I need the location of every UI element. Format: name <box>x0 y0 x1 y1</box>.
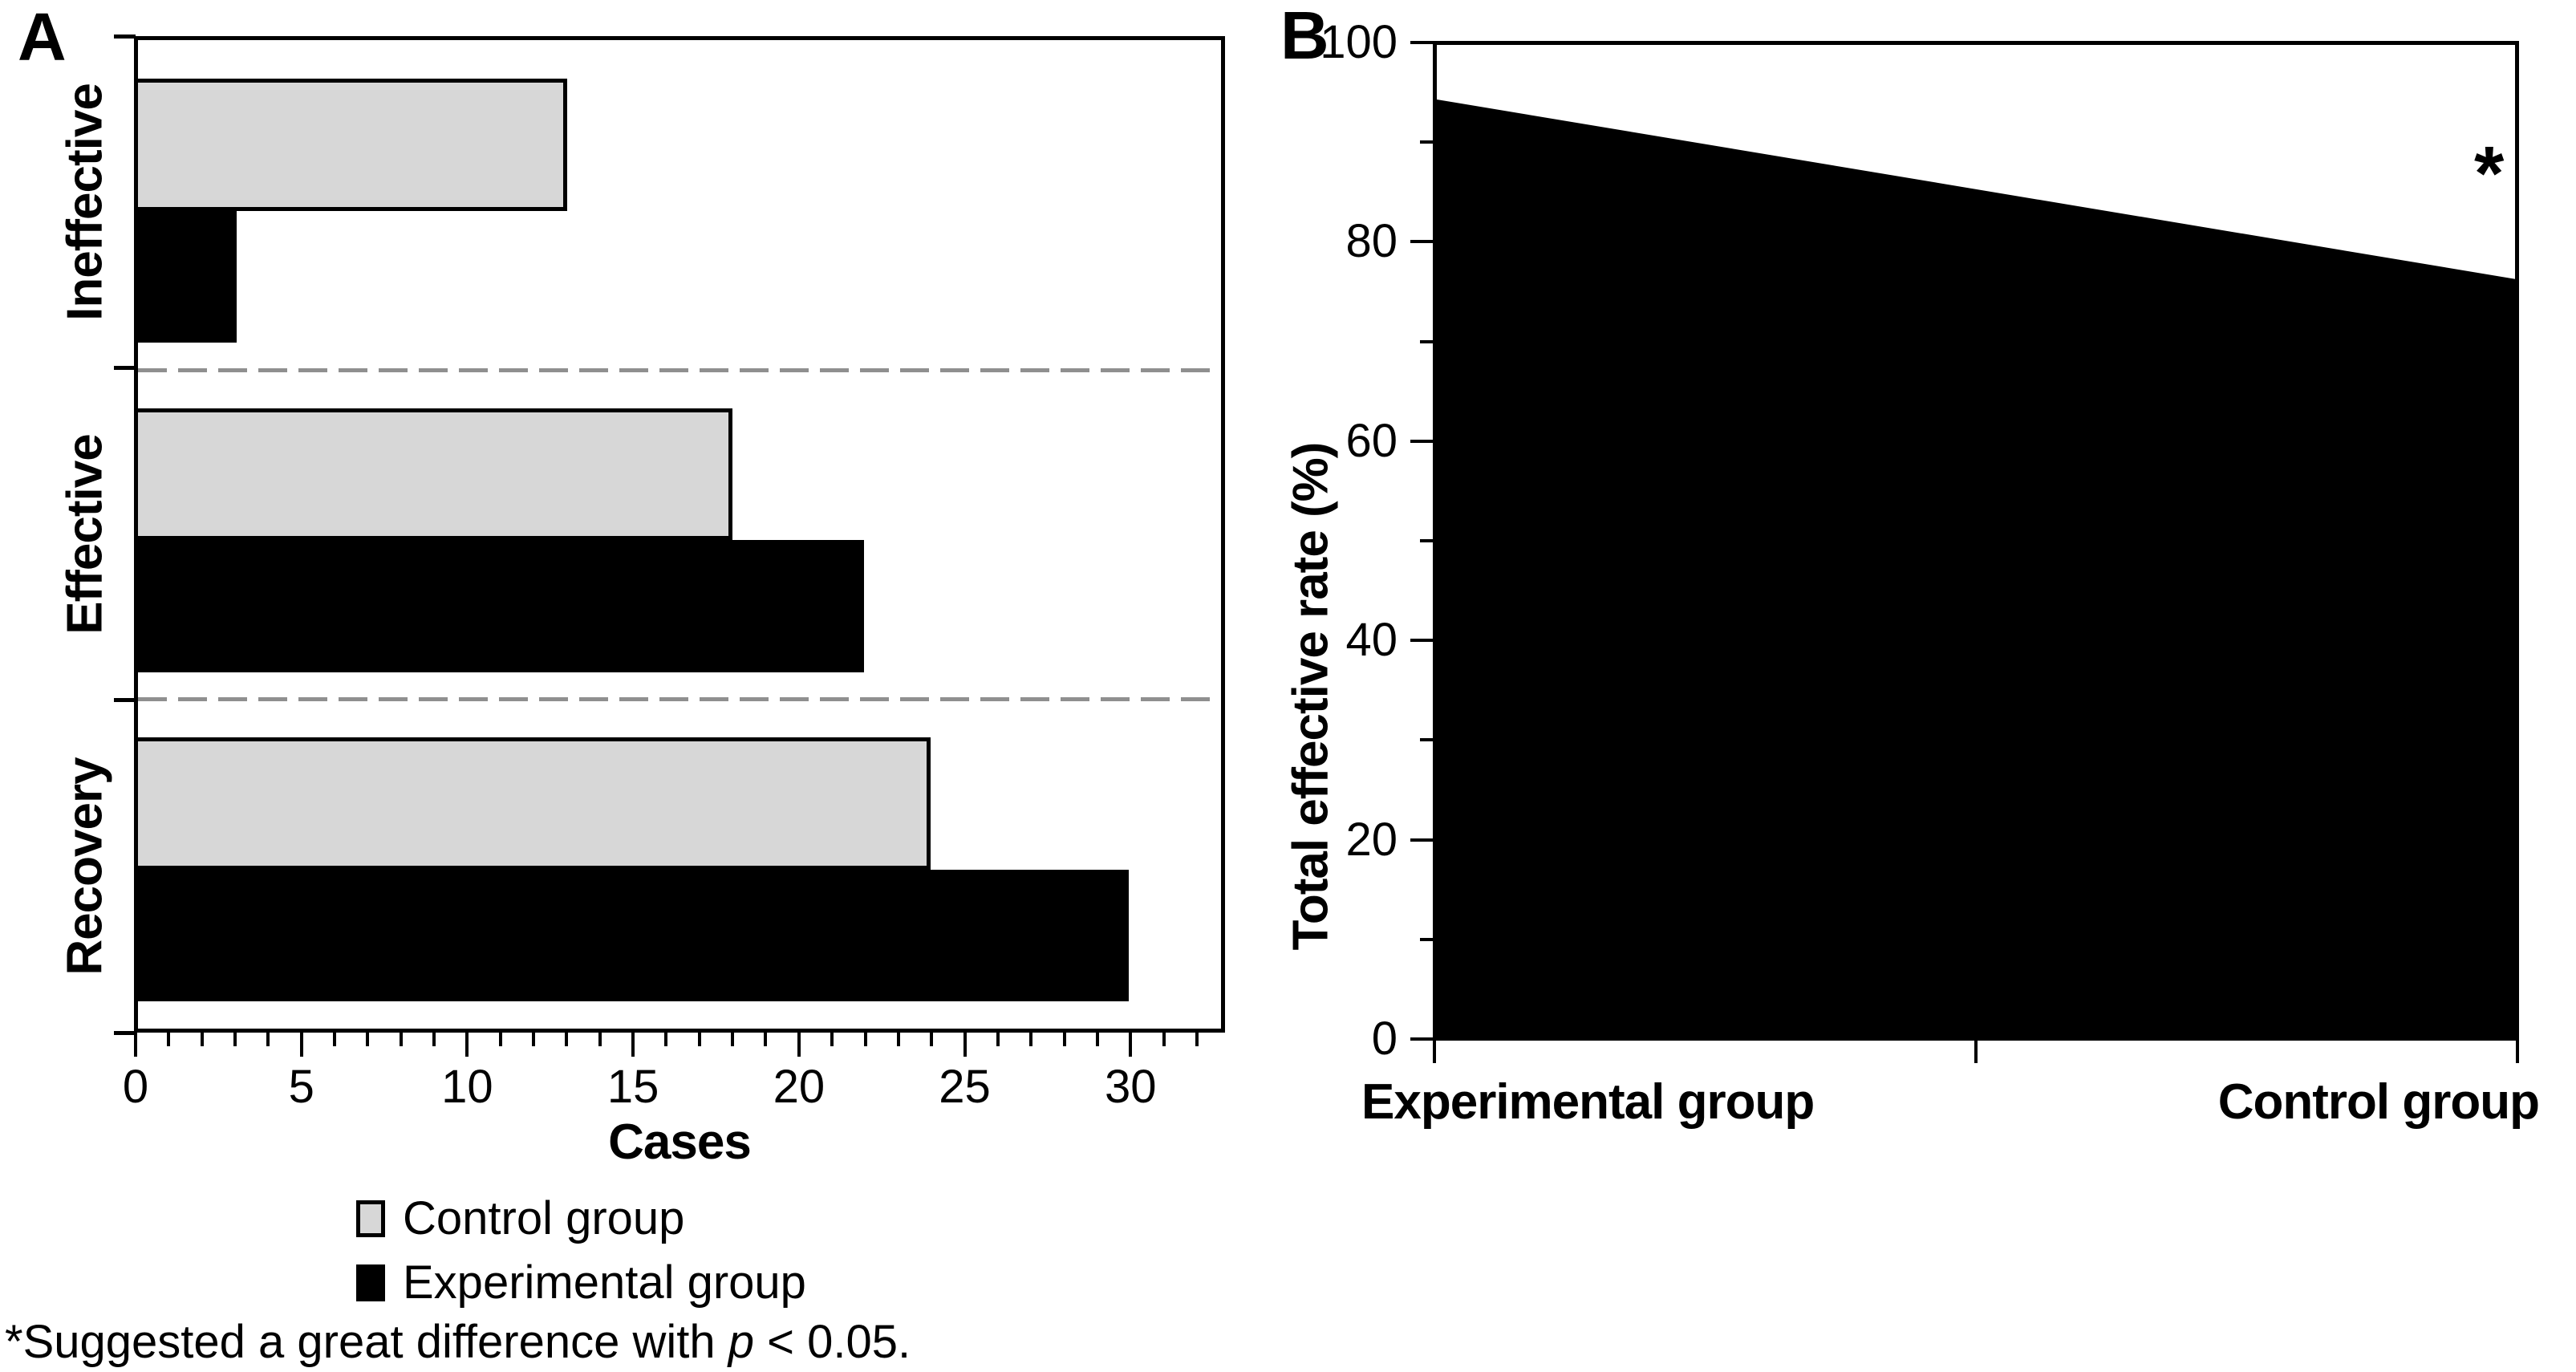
y-tick-label: 0 <box>1371 1013 1398 1065</box>
x-minor-tick <box>565 1032 569 1046</box>
panel-b-y-axis-title: Total effective rate (%) <box>1283 442 1339 951</box>
y-tick-label: 60 <box>1345 414 1398 467</box>
legend: Control group Experimental group <box>356 1195 806 1329</box>
x-major-tick <box>1129 1032 1133 1057</box>
x-minor-tick <box>498 1032 502 1046</box>
x-minor-tick <box>1095 1032 1099 1046</box>
x-minor-tick <box>432 1032 436 1046</box>
experimental-group-swatch-icon <box>356 1264 385 1301</box>
x-tick-label: 5 <box>288 1061 314 1113</box>
x-minor-tick <box>200 1032 204 1046</box>
y-axis-boundary-tick <box>114 34 136 39</box>
y-major-tick <box>1410 41 1433 44</box>
y-major-tick <box>1410 639 1433 643</box>
category-separator-dashed-line <box>138 697 1221 702</box>
y-major-tick <box>1410 838 1433 842</box>
legend-label: Experimental group <box>403 1256 806 1309</box>
x-tick-label: 25 <box>939 1061 991 1113</box>
x-group-tick <box>2516 1039 2519 1063</box>
y-axis-boundary-tick <box>114 366 136 371</box>
y-major-tick <box>1410 439 1433 443</box>
bar-control-group-effective <box>138 408 732 541</box>
x-minor-tick <box>333 1032 337 1046</box>
x-major-tick <box>797 1032 801 1057</box>
bar-control-group-ineffective <box>138 79 568 211</box>
x-tick-label: 30 <box>1104 1061 1157 1113</box>
panel-a-category-ticks <box>114 34 136 1035</box>
panel-b-plot: * <box>1433 41 2519 1041</box>
x-major-tick <box>631 1032 635 1057</box>
x-minor-tick <box>532 1032 536 1046</box>
category-label-ineffective: Ineffective <box>57 83 113 321</box>
footnote-text: < 0.05. <box>754 1316 911 1368</box>
y-tick-label: 40 <box>1345 614 1398 667</box>
x-minor-tick <box>996 1032 1000 1046</box>
x-tick-label: 0 <box>122 1061 149 1113</box>
x-minor-tick <box>863 1032 867 1046</box>
panel-b-label: B <box>1280 0 1329 73</box>
x-minor-tick <box>598 1032 602 1046</box>
x-minor-tick <box>697 1032 701 1046</box>
x-minor-tick <box>399 1032 403 1046</box>
bar-experimental-group-effective <box>138 540 865 672</box>
x-minor-tick <box>1195 1032 1199 1046</box>
category-separator-dashed-line <box>138 367 1221 372</box>
x-minor-tick <box>830 1032 834 1046</box>
x-major-tick <box>963 1032 967 1057</box>
x-major-tick <box>134 1032 137 1057</box>
bar-experimental-group-ineffective <box>138 210 237 343</box>
x-major-tick <box>465 1032 469 1057</box>
panel-a-x-axis-title: Cases <box>608 1114 752 1170</box>
x-tick-label: 10 <box>441 1061 493 1113</box>
y-minor-tick <box>1420 738 1433 742</box>
total-effective-rate-area <box>1437 99 2515 1037</box>
footnote-text: *Suggested a great difference with <box>5 1316 728 1368</box>
x-minor-tick <box>664 1032 668 1046</box>
control-group-swatch-icon <box>356 1200 385 1237</box>
bar-control-group-recovery <box>138 737 931 870</box>
legend-item-experimental: Experimental group <box>356 1260 806 1306</box>
x-minor-tick <box>896 1032 900 1046</box>
x-minor-tick <box>1029 1032 1033 1046</box>
x-minor-tick <box>167 1032 171 1046</box>
x-minor-tick <box>930 1032 934 1046</box>
x-group-tick <box>1433 1039 1436 1063</box>
x-minor-tick <box>1162 1032 1166 1046</box>
y-minor-tick <box>1420 140 1433 144</box>
x-minor-tick <box>764 1032 768 1046</box>
significance-asterisk: * <box>2474 130 2505 217</box>
y-tick-label: 100 <box>1320 16 1398 68</box>
x-minor-tick <box>233 1032 237 1046</box>
legend-label: Control group <box>403 1192 685 1244</box>
x-group-tick <box>1974 1039 1978 1063</box>
y-major-tick <box>1410 240 1433 244</box>
y-axis-boundary-tick <box>114 698 136 703</box>
x-tick-label: 20 <box>773 1061 826 1113</box>
y-minor-tick <box>1420 937 1433 941</box>
x-minor-tick <box>1062 1032 1066 1046</box>
panel-a-label: A <box>18 0 67 75</box>
category-label-effective: Effective <box>57 434 113 635</box>
y-minor-tick <box>1420 339 1433 343</box>
footnote-p-symbol: p <box>728 1316 755 1368</box>
x-minor-tick <box>266 1032 270 1046</box>
footnote: *Suggested a great difference with p < 0… <box>5 1316 911 1370</box>
x-tick-label: 15 <box>606 1061 659 1113</box>
panel-b-xlabel-experimental: Experimental group <box>1361 1074 1815 1130</box>
panel-a-plot <box>134 36 1225 1033</box>
y-minor-tick <box>1420 539 1433 542</box>
category-label-recovery: Recovery <box>57 757 113 976</box>
legend-item-control: Control group <box>356 1195 806 1242</box>
bar-experimental-group-recovery <box>138 869 1129 1002</box>
y-tick-label: 80 <box>1345 215 1398 268</box>
x-major-tick <box>299 1032 303 1057</box>
y-tick-label: 20 <box>1345 813 1398 866</box>
y-major-tick <box>1410 1037 1433 1041</box>
y-axis-boundary-tick <box>114 1030 136 1035</box>
panel-b-xlabel-control: Control group <box>2217 1074 2540 1130</box>
x-minor-tick <box>366 1032 370 1046</box>
x-minor-tick <box>731 1032 735 1046</box>
